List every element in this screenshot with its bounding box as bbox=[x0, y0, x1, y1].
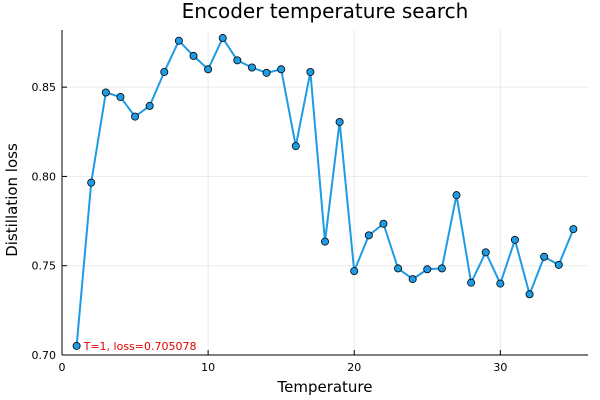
data-point bbox=[320, 237, 329, 246]
data-point bbox=[452, 191, 461, 200]
y-axis-label: Distillation loss bbox=[3, 143, 21, 257]
y-tick-label: 0.80 bbox=[32, 170, 57, 183]
data-point bbox=[174, 36, 183, 45]
data-point bbox=[437, 264, 446, 273]
data-point bbox=[481, 248, 490, 257]
data-point bbox=[364, 231, 373, 240]
data-point bbox=[467, 278, 476, 287]
data-point bbox=[291, 142, 300, 151]
series-layer bbox=[72, 34, 578, 350]
data-point bbox=[72, 341, 81, 350]
data-point bbox=[525, 290, 534, 299]
data-point bbox=[306, 67, 315, 76]
ticks: 0 10 20 30 0.70 0.75 0.80 0.85 bbox=[32, 81, 508, 374]
data-point bbox=[247, 63, 256, 72]
data-point bbox=[540, 252, 549, 261]
data-point bbox=[335, 117, 344, 126]
x-tick-label: 0 bbox=[59, 361, 66, 374]
data-point bbox=[394, 264, 403, 273]
y-tick-label: 0.85 bbox=[32, 81, 57, 94]
data-point bbox=[408, 275, 417, 284]
series-line bbox=[75, 37, 575, 347]
annotation-label: T=1, loss=0.705078 bbox=[83, 340, 197, 353]
data-point bbox=[145, 101, 154, 110]
data-point bbox=[423, 265, 432, 274]
data-point bbox=[554, 260, 563, 269]
data-point bbox=[204, 65, 213, 74]
annotation-layer: T=1, loss=0.705078 bbox=[83, 340, 197, 353]
data-point bbox=[277, 65, 286, 74]
data-point bbox=[510, 235, 519, 244]
y-tick-label: 0.70 bbox=[32, 349, 57, 362]
data-point bbox=[262, 68, 271, 77]
data-point bbox=[218, 34, 227, 43]
data-point bbox=[160, 67, 169, 76]
data-point bbox=[233, 56, 242, 65]
data-point bbox=[189, 51, 198, 60]
chart-title: Encoder temperature search bbox=[182, 0, 469, 23]
data-point bbox=[496, 279, 505, 288]
data-point bbox=[101, 88, 110, 97]
data-point bbox=[116, 92, 125, 101]
data-point bbox=[87, 178, 96, 187]
grid bbox=[61, 30, 588, 356]
x-tick-label: 30 bbox=[493, 361, 507, 374]
x-tick-label: 20 bbox=[347, 361, 361, 374]
data-point bbox=[131, 112, 140, 121]
data-point bbox=[379, 219, 388, 228]
y-tick-label: 0.75 bbox=[32, 260, 57, 273]
data-point bbox=[569, 225, 578, 234]
data-point bbox=[350, 267, 359, 276]
x-tick-label: 10 bbox=[201, 361, 215, 374]
x-axis-label: Temperature bbox=[276, 378, 372, 396]
